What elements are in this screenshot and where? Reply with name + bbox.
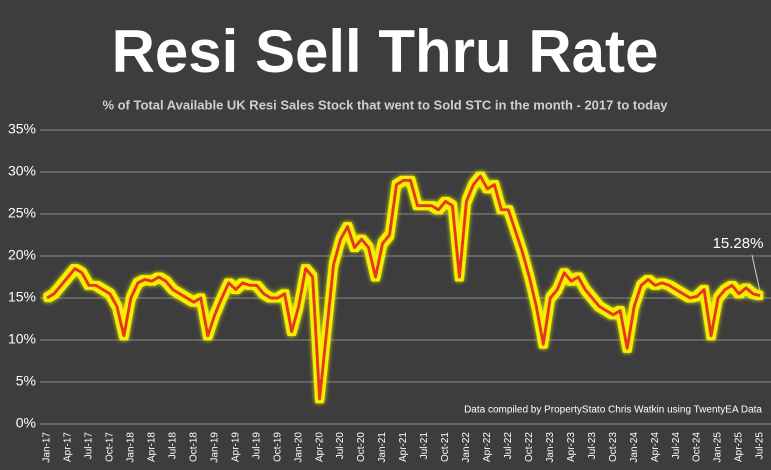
annotation-label: 15.28% — [713, 235, 764, 252]
x-tick-label: Jul-20 — [335, 432, 346, 460]
x-tick-label: Jul-18 — [167, 432, 178, 460]
x-tick-label: Jan-22 — [461, 432, 472, 463]
x-tick-label: Jan-17 — [42, 432, 53, 463]
x-tick-label: Apr-24 — [650, 432, 661, 462]
chart-subtitle: % of Total Available UK Resi Sales Stock… — [102, 97, 668, 112]
x-tick-label: Apr-17 — [63, 432, 74, 462]
x-tick-label: Jan-23 — [545, 432, 556, 463]
y-tick-label: 30% — [8, 163, 36, 179]
x-tick-label: Apr-19 — [230, 432, 241, 462]
y-tick-label: 10% — [8, 331, 36, 347]
x-tick-label: Oct-24 — [692, 432, 703, 462]
x-tick-label: Jul-25 — [755, 432, 766, 460]
x-tick-label: Apr-25 — [734, 432, 745, 462]
x-tick-label: Oct-18 — [188, 432, 199, 462]
x-tick-label: Oct-19 — [272, 432, 283, 462]
x-tick-label: Jul-24 — [671, 432, 682, 460]
x-tick-label: Jan-25 — [713, 432, 724, 463]
x-tick-label: Oct-22 — [524, 432, 535, 462]
x-tick-label: Jan-20 — [293, 432, 304, 463]
y-tick-label: 5% — [16, 373, 36, 389]
x-tick-label: Oct-23 — [608, 432, 619, 462]
chart-title: Resi Sell Thru Rate — [112, 18, 659, 85]
x-tick-label: Oct-21 — [440, 432, 451, 462]
y-tick-label: 25% — [8, 205, 36, 221]
annotation-pointer — [751, 254, 761, 292]
x-tick-label: Oct-20 — [356, 432, 367, 462]
x-tick-label: Apr-22 — [482, 432, 493, 462]
x-tick-label: Jul-23 — [587, 432, 598, 460]
x-tick-label: Apr-23 — [566, 432, 577, 462]
x-tick-label: Apr-20 — [314, 432, 325, 462]
y-tick-label: 0% — [16, 415, 36, 431]
x-tick-label: Jul-19 — [251, 432, 262, 460]
y-tick-label: 35% — [8, 121, 36, 137]
x-tick-label: Jan-18 — [126, 432, 137, 463]
y-tick-label: 20% — [8, 247, 36, 263]
x-tick-label: Apr-18 — [146, 432, 157, 462]
x-tick-label: Jul-22 — [503, 432, 514, 460]
y-tick-label: 15% — [8, 289, 36, 305]
x-tick-label: Apr-21 — [398, 432, 409, 462]
series-line — [46, 174, 761, 401]
x-tick-label: Jan-21 — [377, 432, 388, 463]
x-tick-label: Jul-21 — [419, 432, 430, 460]
x-tick-label: Jul-17 — [84, 432, 95, 460]
x-tick-label: Oct-17 — [105, 432, 116, 462]
source-note: Data compiled by PropertyStato Chris Wat… — [464, 405, 762, 416]
x-tick-label: Jan-19 — [209, 432, 220, 463]
x-tick-label: Jan-24 — [629, 432, 640, 463]
